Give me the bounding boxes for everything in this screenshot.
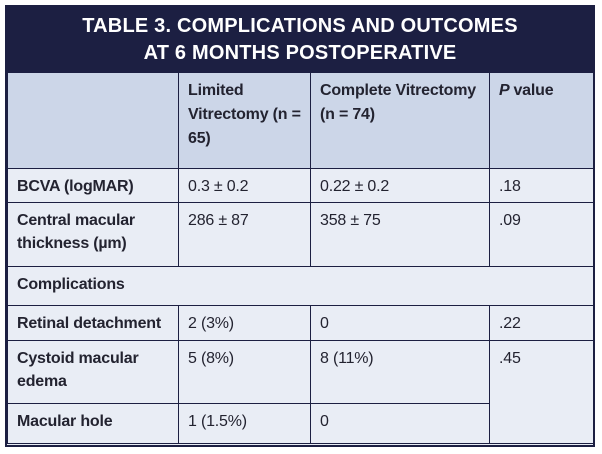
table-row-retinal-detachment: Retinal detachment 2 (3%) 0 .22 (7, 305, 593, 341)
row-label-bcva: BCVA (logMAR) (7, 168, 179, 203)
mh-complete-value: 0 (310, 403, 490, 444)
table-row-macular-hole: Macular hole 1 (1.5%) 0 (7, 403, 594, 444)
table-title-line2: AT 6 MONTHS POSTOPERATIVE (143, 41, 457, 64)
table-row-central-macular-thickness: Central macular thickness (µm) 286 ± 87 … (7, 202, 593, 267)
table-figure: TABLE 3. COMPLICATIONS AND OUTCOMES AT 6… (5, 5, 595, 447)
cme-complete-value: 8 (11%) (310, 340, 490, 404)
mh-limited-value: 1 (1.5%) (178, 403, 311, 444)
p-value-text: value (513, 82, 554, 99)
row-label-central-macular-thickness: Central macular thickness (µm) (7, 202, 179, 267)
row-label-retinal-detachment: Retinal detachment (7, 305, 179, 341)
cme-limited-value: 5 (8%) (178, 340, 311, 404)
table-title-line1: TABLE 3. COMPLICATIONS AND OUTCOMES (82, 14, 518, 37)
rd-complete-value: 0 (310, 305, 490, 341)
rd-p-value: .22 (489, 305, 593, 341)
cmt-limited-value: 286 ± 87 (178, 202, 311, 267)
header-cell-limited-vitrectomy: Limited Vitrectomy (n = 65) (178, 72, 311, 169)
bcva-limited-value: 0.3 ± 0.2 (178, 168, 311, 203)
cmt-p-value: .09 (489, 202, 593, 267)
header-cell-complete-vitrectomy: Complete Vitrectomy (n = 74) (310, 72, 490, 169)
row-label-cystoid-macular-edema: Cystoid macular edema (7, 340, 179, 404)
header-cell-empty (7, 72, 179, 169)
table-row-cystoid-macular-edema: Cystoid macular edema 5 (8%) 8 (11%) .45 (7, 340, 593, 444)
outcomes-table: Limited Vitrectomy (n = 65) Complete Vit… (7, 72, 594, 444)
table-row-bcva: BCVA (logMAR) 0.3 ± 0.2 0.22 ± 0.2 .18 (7, 168, 593, 203)
p-value-symbol: P (499, 82, 510, 99)
rd-limited-value: 2 (3%) (178, 305, 311, 341)
bcva-p-value: .18 (489, 168, 593, 203)
cme-mh-merged-p-value: .45 (489, 340, 593, 444)
header-row: Limited Vitrectomy (n = 65) Complete Vit… (7, 72, 593, 169)
table-section-row-complications: Complications (7, 266, 593, 306)
cmt-complete-value: 358 ± 75 (310, 202, 490, 267)
section-label-complications: Complications (7, 266, 593, 306)
row-label-macular-hole: Macular hole (7, 403, 179, 444)
bcva-complete-value: 0.22 ± 0.2 (310, 168, 490, 203)
table-title: TABLE 3. COMPLICATIONS AND OUTCOMES AT 6… (7, 7, 593, 72)
